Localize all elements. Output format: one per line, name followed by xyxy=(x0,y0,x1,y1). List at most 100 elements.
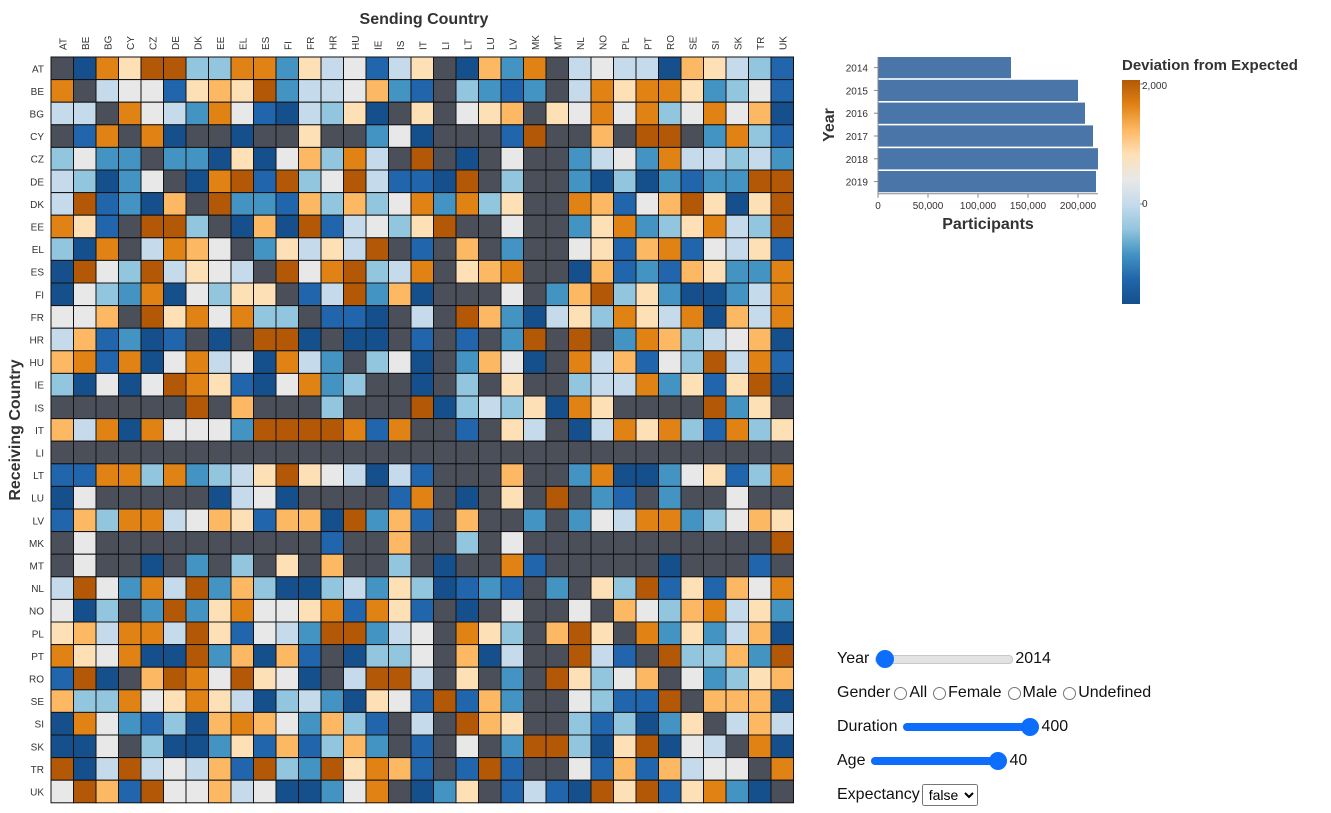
heatmap-cell[interactable] xyxy=(523,440,547,465)
heatmap-cell[interactable] xyxy=(770,395,794,420)
heatmap-cell[interactable] xyxy=(163,621,187,646)
heatmap-cell[interactable] xyxy=(343,259,367,284)
heatmap-cell[interactable] xyxy=(343,146,367,171)
heatmap-cell[interactable] xyxy=(365,79,389,103)
heatmap-cell[interactable] xyxy=(703,734,727,759)
heatmap-cell[interactable] xyxy=(95,463,119,487)
heatmap-cell[interactable] xyxy=(50,711,74,736)
heatmap-cell[interactable] xyxy=(523,350,547,374)
heatmap-cell[interactable] xyxy=(523,124,547,148)
heatmap-cell[interactable] xyxy=(230,259,254,284)
year-bar[interactable] xyxy=(878,57,1011,79)
heatmap-cell[interactable] xyxy=(478,779,502,804)
heatmap-cell[interactable] xyxy=(388,237,412,261)
heatmap-cell[interactable] xyxy=(590,508,614,533)
heatmap-cell[interactable] xyxy=(50,169,74,194)
heatmap-cell[interactable] xyxy=(568,101,592,126)
heatmap-cell[interactable] xyxy=(95,485,119,510)
heatmap-cell[interactable] xyxy=(478,463,502,487)
heatmap-cell[interactable] xyxy=(748,553,772,578)
heatmap-cell[interactable] xyxy=(320,757,344,781)
heatmap-cell[interactable] xyxy=(433,146,457,171)
heatmap-cell[interactable] xyxy=(95,282,119,307)
heatmap-cell[interactable] xyxy=(95,350,119,374)
heatmap-cell[interactable] xyxy=(320,576,344,600)
heatmap-cell[interactable] xyxy=(118,372,142,397)
heatmap-cell[interactable] xyxy=(230,350,254,374)
heatmap-cell[interactable] xyxy=(298,531,322,555)
heatmap-cell[interactable] xyxy=(320,282,344,307)
heatmap-cell[interactable] xyxy=(703,531,727,555)
heatmap-cell[interactable] xyxy=(523,327,547,352)
heatmap-cell[interactable] xyxy=(388,327,412,352)
heatmap-cell[interactable] xyxy=(613,372,637,397)
heatmap-cell[interactable] xyxy=(590,214,614,239)
heatmap-cell[interactable] xyxy=(118,146,142,171)
heatmap-cell[interactable] xyxy=(73,463,97,487)
heatmap-cell[interactable] xyxy=(410,282,434,307)
heatmap-cell[interactable] xyxy=(590,779,614,804)
heatmap-cell[interactable] xyxy=(253,440,277,465)
heatmap-cell[interactable] xyxy=(568,553,592,578)
heatmap-cell[interactable] xyxy=(73,327,97,352)
heatmap-cell[interactable] xyxy=(680,463,704,487)
heatmap-cell[interactable] xyxy=(455,531,479,555)
gender-radio-male[interactable] xyxy=(1007,686,1021,700)
heatmap-cell[interactable] xyxy=(455,169,479,194)
heatmap-cell[interactable] xyxy=(388,644,412,668)
heatmap-cell[interactable] xyxy=(725,779,749,804)
heatmap-cell[interactable] xyxy=(185,485,209,510)
heatmap-cell[interactable] xyxy=(320,644,344,668)
heatmap-cell[interactable] xyxy=(590,666,614,691)
heatmap-cell[interactable] xyxy=(658,372,682,397)
heatmap-cell[interactable] xyxy=(163,79,187,103)
heatmap-cell[interactable] xyxy=(298,259,322,284)
heatmap-cell[interactable] xyxy=(658,485,682,510)
heatmap-cell[interactable] xyxy=(253,757,277,781)
heatmap-cell[interactable] xyxy=(230,644,254,668)
heatmap-cell[interactable] xyxy=(613,305,637,329)
heatmap-cell[interactable] xyxy=(343,463,367,487)
heatmap-cell[interactable] xyxy=(500,282,524,307)
heatmap-cell[interactable] xyxy=(320,146,344,171)
heatmap-cell[interactable] xyxy=(208,146,232,171)
heatmap-cell[interactable] xyxy=(455,282,479,307)
heatmap-cell[interactable] xyxy=(253,146,277,171)
heatmap-cell[interactable] xyxy=(343,372,367,397)
heatmap-cell[interactable] xyxy=(613,237,637,261)
heatmap-cell[interactable] xyxy=(545,508,569,533)
heatmap-cell[interactable] xyxy=(613,689,637,713)
heatmap-cell[interactable] xyxy=(140,689,164,713)
heatmap-cell[interactable] xyxy=(320,395,344,420)
heatmap-cell[interactable] xyxy=(545,689,569,713)
heatmap-cell[interactable] xyxy=(613,395,637,420)
heatmap-cell[interactable] xyxy=(50,350,74,374)
heatmap-cell[interactable] xyxy=(73,553,97,578)
heatmap-cell[interactable] xyxy=(410,666,434,691)
heatmap-cell[interactable] xyxy=(140,282,164,307)
heatmap-cell[interactable] xyxy=(748,463,772,487)
heatmap-cell[interactable] xyxy=(410,757,434,781)
heatmap-cell[interactable] xyxy=(253,192,277,216)
heatmap-cell[interactable] xyxy=(725,372,749,397)
heatmap-cell[interactable] xyxy=(770,169,794,194)
heatmap-cell[interactable] xyxy=(118,101,142,126)
heatmap-cell[interactable] xyxy=(118,418,142,442)
heatmap-cell[interactable] xyxy=(140,372,164,397)
heatmap-cell[interactable] xyxy=(320,689,344,713)
heatmap-cell[interactable] xyxy=(478,259,502,284)
heatmap-cell[interactable] xyxy=(523,395,547,420)
heatmap-cell[interactable] xyxy=(523,282,547,307)
heatmap-cell[interactable] xyxy=(545,101,569,126)
heatmap-cell[interactable] xyxy=(298,644,322,668)
heatmap-cell[interactable] xyxy=(410,440,434,465)
heatmap-cell[interactable] xyxy=(590,124,614,148)
heatmap-cell[interactable] xyxy=(50,689,74,713)
heatmap-cell[interactable] xyxy=(185,192,209,216)
heatmap-cell[interactable] xyxy=(410,237,434,261)
heatmap-cell[interactable] xyxy=(208,689,232,713)
heatmap-cell[interactable] xyxy=(208,192,232,216)
heatmap-cell[interactable] xyxy=(320,418,344,442)
heatmap-cell[interactable] xyxy=(478,214,502,239)
heatmap-cell[interactable] xyxy=(50,553,74,578)
